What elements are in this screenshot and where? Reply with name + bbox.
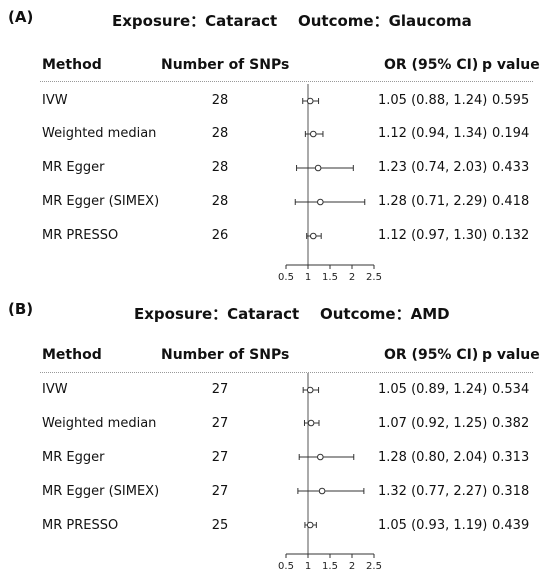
title-outcome: Outcome：AMD bbox=[320, 303, 450, 324]
row-method: MR PRESSO bbox=[42, 228, 118, 244]
panel-label: (B) bbox=[8, 300, 33, 318]
title-exposure: Exposure：Cataract bbox=[134, 303, 299, 324]
row-nsnps: 28 bbox=[200, 93, 240, 109]
header-p: p value bbox=[482, 57, 540, 73]
or-point bbox=[310, 233, 316, 239]
row-nsnps: 25 bbox=[200, 518, 240, 534]
x-tick-label: 0.5 bbox=[278, 561, 294, 572]
header-nsnps: Number of SNPs bbox=[161, 57, 289, 73]
row-nsnps: 28 bbox=[200, 126, 240, 142]
x-tick-label: 1 bbox=[305, 272, 311, 283]
row-nsnps: 26 bbox=[200, 228, 240, 244]
row-p: 0.194 bbox=[492, 126, 529, 142]
row-p: 0.433 bbox=[492, 160, 529, 176]
header-or: OR (95% CI) bbox=[384, 347, 478, 363]
row-p: 0.534 bbox=[492, 382, 529, 398]
or-point bbox=[308, 420, 314, 426]
or-point bbox=[315, 165, 321, 171]
header-or: OR (95% CI) bbox=[384, 57, 478, 73]
row-nsnps: 27 bbox=[200, 416, 240, 432]
header-nsnps: Number of SNPs bbox=[161, 347, 289, 363]
row-p: 0.132 bbox=[492, 228, 529, 244]
row-nsnps: 28 bbox=[200, 160, 240, 176]
or-point bbox=[307, 522, 313, 528]
x-tick-label: 1.5 bbox=[322, 561, 338, 572]
row-nsnps: 27 bbox=[200, 484, 240, 500]
title-exposure: Exposure：Cataract bbox=[112, 10, 277, 31]
row-nsnps: 28 bbox=[200, 194, 240, 210]
x-tick-label: 1.5 bbox=[322, 272, 338, 283]
title-outcome: Outcome：Glaucoma bbox=[298, 10, 472, 31]
x-tick-label: 1 bbox=[305, 561, 311, 572]
or-point bbox=[307, 98, 313, 104]
row-nsnps: 27 bbox=[200, 450, 240, 466]
row-method: IVW bbox=[42, 93, 68, 109]
row-p: 0.313 bbox=[492, 450, 529, 466]
header-method: Method bbox=[42, 57, 102, 73]
row-nsnps: 27 bbox=[200, 382, 240, 398]
panel-label: (A) bbox=[8, 8, 33, 26]
or-point bbox=[318, 199, 324, 205]
row-p: 0.418 bbox=[492, 194, 529, 210]
forest-panel-a: (A) Exposure：Cataract Outcome：Glaucoma M… bbox=[0, 0, 550, 289]
or-point bbox=[310, 131, 316, 137]
x-tick-label: 2.5 bbox=[366, 272, 382, 283]
row-method: MR PRESSO bbox=[42, 518, 118, 534]
x-tick-label: 2.5 bbox=[366, 561, 382, 572]
header-method: Method bbox=[42, 347, 102, 363]
row-p: 0.439 bbox=[492, 518, 529, 534]
row-method: MR Egger (SIMEX) bbox=[42, 194, 159, 210]
row-method: MR Egger bbox=[42, 160, 104, 176]
x-tick-label: 0.5 bbox=[278, 272, 294, 283]
header-p: p value bbox=[482, 347, 540, 363]
x-tick-label: 2 bbox=[349, 561, 355, 572]
row-method: MR Egger bbox=[42, 450, 104, 466]
row-p: 0.595 bbox=[492, 93, 529, 109]
row-p: 0.382 bbox=[492, 416, 529, 432]
row-p: 0.318 bbox=[492, 484, 529, 500]
row-method: Weighted median bbox=[42, 126, 156, 142]
forest-plot: 0.5 1 1.5 2 2.5 bbox=[270, 80, 400, 285]
or-point bbox=[318, 454, 324, 460]
x-tick-label: 2 bbox=[349, 272, 355, 283]
forest-panel-b: (B) Exposure：Cataract Outcome：AMD Method… bbox=[0, 289, 550, 578]
or-point bbox=[307, 387, 313, 393]
row-method: Weighted median bbox=[42, 416, 156, 432]
row-method: MR Egger (SIMEX) bbox=[42, 484, 159, 500]
or-point bbox=[319, 488, 325, 494]
forest-plot: 0.5 1 1.5 2 2.5 bbox=[270, 369, 400, 574]
row-method: IVW bbox=[42, 382, 68, 398]
